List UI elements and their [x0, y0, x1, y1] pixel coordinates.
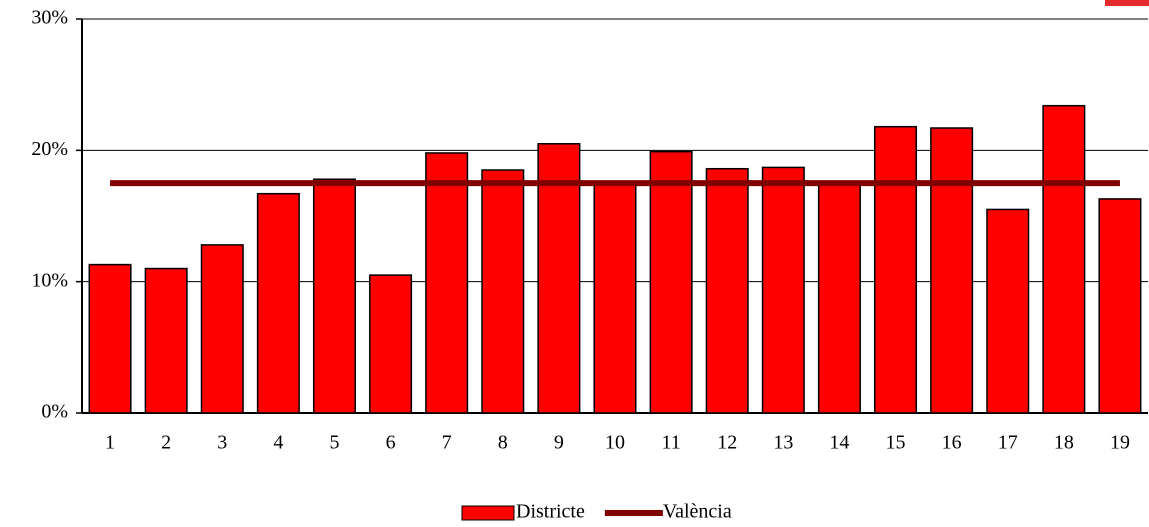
x-tick-label: 17	[998, 432, 1018, 454]
y-tick-label: 0%	[41, 401, 68, 423]
corner-badge	[1105, 0, 1149, 6]
x-tick-label: 10	[605, 432, 625, 454]
x-tick-label: 1	[105, 432, 115, 454]
y-tick-label: 30%	[31, 7, 68, 29]
x-tick-label: 3	[217, 432, 227, 454]
x-tick-label: 14	[829, 432, 849, 454]
bar	[312, 178, 356, 414]
x-tick-label: 6	[386, 432, 396, 454]
bar	[481, 169, 525, 414]
x-tick-label: 12	[717, 432, 737, 454]
y-tick-label: 10%	[31, 269, 68, 291]
bar	[593, 182, 637, 414]
legend-label: València	[663, 501, 732, 523]
x-tick-label: 4	[273, 432, 283, 454]
bar	[1042, 104, 1086, 414]
x-tick-label: 7	[442, 432, 452, 454]
y-tick-label: 20%	[31, 138, 68, 160]
x-tick-label: 9	[554, 432, 564, 454]
bar	[874, 125, 918, 414]
bar	[369, 274, 413, 414]
bar	[817, 182, 861, 414]
x-tick-label: 18	[1054, 432, 1074, 454]
bar	[705, 167, 749, 414]
bar	[200, 244, 244, 414]
legend-swatch	[461, 505, 515, 521]
x-tick-label: 19	[1110, 432, 1130, 454]
bar	[761, 166, 805, 414]
bar	[88, 263, 132, 414]
bar	[1098, 198, 1142, 414]
x-tick-label: 16	[942, 432, 962, 454]
x-tick-label: 11	[661, 432, 680, 454]
x-tick-label: 2	[161, 432, 171, 454]
bar	[256, 192, 300, 414]
x-tick-label: 8	[498, 432, 508, 454]
bar	[144, 267, 188, 414]
x-tick-label: 15	[886, 432, 906, 454]
bar	[930, 127, 974, 414]
x-tick-label: 13	[773, 432, 793, 454]
bar	[537, 143, 581, 414]
bar	[425, 152, 469, 414]
legend-label: Districte	[516, 501, 585, 523]
bar	[986, 208, 1030, 414]
bar	[649, 150, 693, 414]
x-tick-label: 5	[329, 432, 339, 454]
